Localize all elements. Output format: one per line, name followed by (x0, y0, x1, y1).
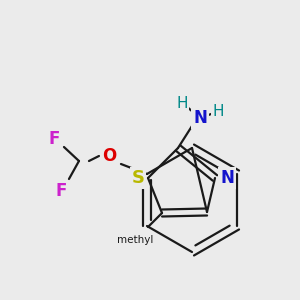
Text: O: O (102, 147, 116, 165)
Text: N: N (193, 109, 207, 127)
Text: H: H (176, 97, 188, 112)
Text: methyl: methyl (138, 234, 142, 236)
Text: F: F (55, 182, 67, 200)
Text: methyl: methyl (117, 235, 153, 245)
Text: H: H (212, 104, 224, 119)
Text: N: N (220, 169, 234, 187)
Text: S: S (131, 169, 145, 187)
Text: F: F (48, 130, 60, 148)
